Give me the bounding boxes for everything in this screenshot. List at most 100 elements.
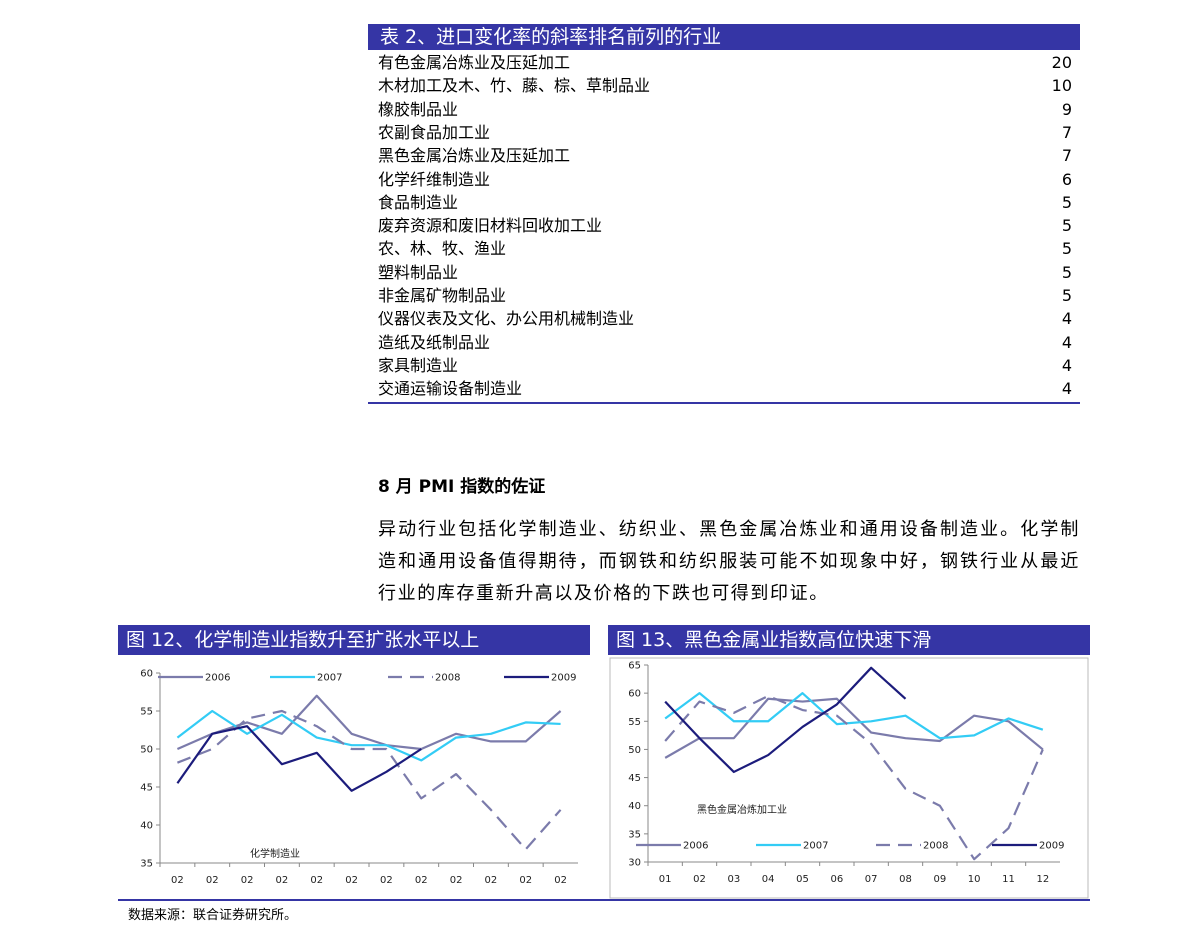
row-value: 5 [1061,239,1072,259]
y-tick-label: 35 [628,829,641,840]
series-line [176,725,422,792]
x-tick-label: 06 [830,874,843,885]
x-tick-label: 02 [693,874,706,885]
table-row: 农副食品加工业 7 [378,121,1072,144]
row-value: 7 [1061,146,1072,166]
series-line [176,709,561,762]
series-line [664,666,907,774]
table-row: 农、林、牧、渔业 5 [378,237,1072,260]
x-tick-label: 11 [1002,874,1015,885]
series-line [177,709,562,851]
y-tick-label: 55 [140,707,153,718]
y-tick-label: 60 [140,669,153,680]
x-tick-label: 10 [968,874,981,885]
row-label: 仪器仪表及文化、办公用机械制造业 [378,309,635,329]
table-row: 家具制造业 4 [378,354,1072,377]
row-value: 9 [1061,99,1072,119]
row-value: 20 [1051,53,1072,72]
x-tick-label: 02 [310,875,323,886]
y-tick-label: 60 [628,689,641,700]
chart-frame [609,657,1089,899]
figure-title: 图 13、黑色金属业指数高位快速下滑 [608,625,1090,655]
x-tick-label: 04 [762,874,775,885]
row-label: 黑色金属冶炼业及压延加工 [378,146,571,166]
x-tick-label: 02 [276,875,289,886]
row-value: 4 [1061,379,1072,399]
legend-label: 2008 [923,841,948,852]
x-tick-label: 12 [1036,874,1049,885]
x-tick-label: 02 [485,875,498,886]
row-value: 5 [1061,286,1072,305]
legend-label: 2006 [205,673,230,684]
row-label: 废弃资源和废旧材料回收加工业 [378,216,603,236]
row-label: 造纸及纸制品业 [378,332,491,352]
chart: 35 40 45 50 55 60 02 02 02 02 02 02 02 02 02 02 02 02 化学制造… [140,669,578,886]
table-row: 木材加工及木、竹、藤、棕、草制品业 10 [378,74,1072,97]
y-tick-label: 50 [628,745,641,756]
x-tick-label: 02 [206,875,219,886]
legend-label: 2007 [803,841,828,852]
table-row: 食品制造业 5 [378,191,1072,214]
row-label: 非金属矿物制品业 [378,286,507,305]
y-tick-label: 65 [628,661,641,672]
x-tick-label: 02 [241,875,254,886]
row-value: 10 [1051,76,1072,96]
section-heading: 8 月 PMI 指数的佐证 [378,477,546,497]
table-row: 化学纤维制造业 6 [378,168,1072,191]
figure-rule [118,899,1090,901]
row-value: 4 [1061,332,1072,352]
legend-label: 2007 [317,673,342,684]
y-tick-label: 35 [140,859,153,870]
chart: 30 35 40 45 50 55 60 65 01 02 03 04 05 06 07 08 09 10 11 12… [609,657,1089,899]
legend-label: 2006 [683,841,708,852]
legend-label: 2009 [551,673,576,684]
row-label: 农副食品加工业 [378,122,491,142]
table-row: 有色金属冶炼业及压延加工 20 [378,51,1072,74]
table-row: 废弃资源和废旧材料回收加工业 5 [378,214,1072,237]
table-title: 表 2、进口变化率的斜率排名前列的行业 [368,24,1080,50]
table-row: 橡胶制品业 9 [378,98,1072,121]
x-tick-label: 07 [865,874,878,885]
figure-title: 图 12、化学制造业指数升至扩张水平以上 [118,625,590,655]
y-tick-label: 40 [628,801,641,812]
y-tick-label: 40 [140,821,153,832]
series-line [664,697,1044,759]
x-tick-label: 02 [519,875,532,886]
row-value: 4 [1061,309,1072,329]
source-note: 数据来源：联合证券研究所。 [128,908,298,923]
x-tick-label: 05 [796,874,809,885]
y-tick-label: 30 [628,858,641,869]
x-tick-label: 08 [899,874,912,885]
row-label: 化学纤维制造业 [378,169,491,189]
x-tick-label: 02 [345,875,358,886]
row-value: 7 [1061,122,1072,142]
y-tick-label: 55 [628,717,641,728]
row-value: 6 [1061,169,1072,189]
row-value: 4 [1061,355,1072,375]
table-rule [368,402,1080,404]
row-label: 农、林、牧、渔业 [378,239,507,259]
row-label: 塑料制品业 [378,262,459,282]
row-label: 有色金属冶炼业及压延加工 [378,53,571,72]
x-tick-label: 02 [171,875,184,886]
y-tick-label: 50 [140,745,153,756]
table-row: 仪器仪表及文化、办公用机械制造业 4 [378,307,1072,330]
annotation: 化学制造业 [250,847,300,860]
row-label: 橡胶制品业 [378,99,459,119]
legend-label: 2008 [435,673,460,684]
row-value: 5 [1061,216,1072,236]
x-tick-label: 02 [380,875,393,886]
x-tick-label: 02 [554,875,567,886]
annotation: 黑色金属冶炼加工业 [697,803,787,816]
y-tick-label: 45 [628,773,641,784]
row-label: 交通运输设备制造业 [378,379,523,399]
table-row: 交通运输设备制造业 4 [378,377,1072,400]
row-value: 5 [1061,192,1072,212]
legend-label: 2009 [1039,841,1064,852]
table-row: 塑料制品业 5 [378,261,1072,284]
table-row: 非金属矿物制品业 5 [378,284,1072,307]
row-label: 木材加工及木、竹、藤、棕、草制品业 [378,76,651,96]
row-label: 食品制造业 [378,192,459,212]
x-tick-label: 02 [450,875,463,886]
